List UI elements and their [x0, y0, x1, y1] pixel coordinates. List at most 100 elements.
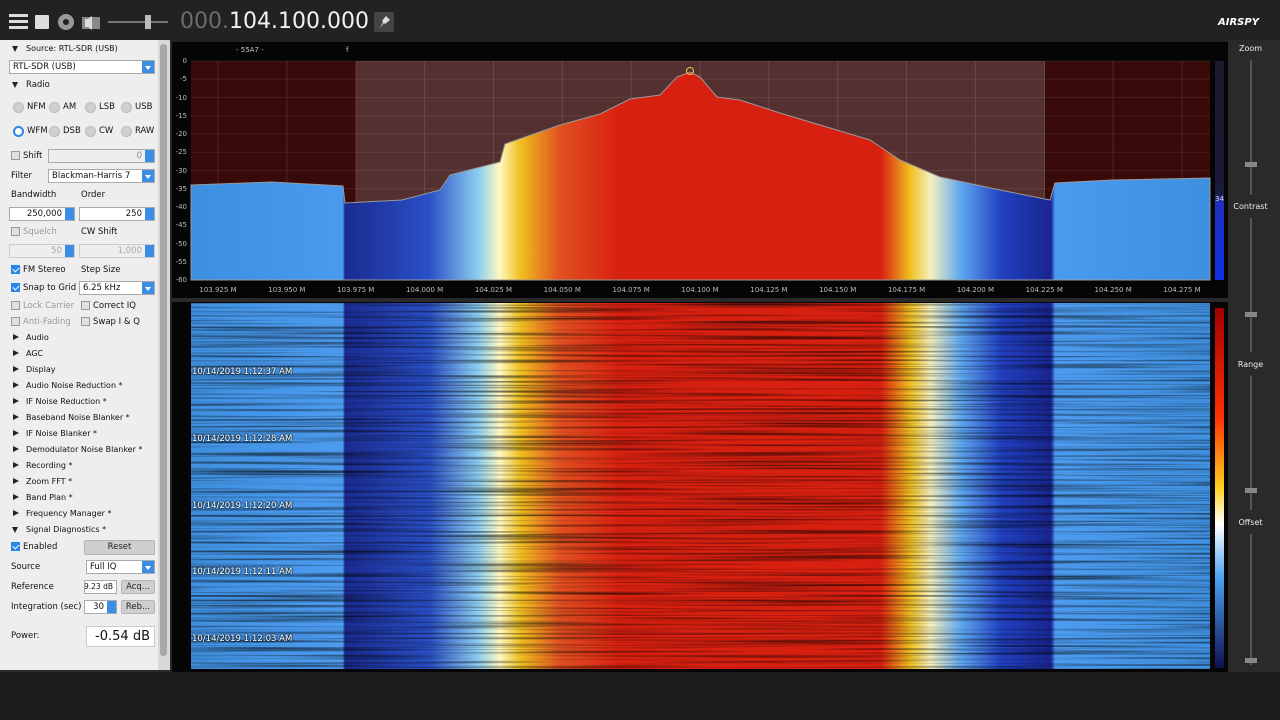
zoom-slider[interactable] — [1245, 60, 1257, 195]
squelch-label: Squelch — [23, 227, 57, 237]
reference-label: Reference — [11, 582, 54, 592]
snap-checkbox[interactable] — [11, 283, 20, 292]
squelch-input[interactable]: 50 — [9, 244, 75, 258]
cw-shift-input[interactable]: 1,000 — [79, 244, 155, 258]
expand-arrow[interactable] — [13, 462, 19, 468]
section-header: AGC — [26, 349, 44, 358]
settings-button[interactable] — [58, 14, 74, 30]
sidebar-scrollbar[interactable] — [158, 40, 170, 670]
mute-button[interactable] — [82, 16, 100, 30]
expand-arrow[interactable] — [13, 430, 19, 436]
shift-checkbox[interactable] — [11, 151, 20, 160]
mode-radio[interactable] — [121, 102, 132, 113]
diag-source-select[interactable]: Full IQ — [86, 560, 155, 574]
dropdown-arrow[interactable] — [142, 561, 154, 573]
bandwidth-input[interactable]: 250,000 — [9, 207, 75, 221]
expand-arrow[interactable] — [13, 350, 19, 356]
squelch-checkbox[interactable] — [11, 227, 20, 236]
stop-button[interactable] — [35, 15, 49, 29]
contrast-slider[interactable] — [1245, 218, 1257, 352]
expand-arrow[interactable] — [13, 334, 19, 340]
bandwidth-label: Bandwidth — [11, 190, 57, 200]
expand-arrow[interactable] — [13, 382, 19, 388]
enabled-checkbox[interactable] — [11, 542, 20, 551]
anti-fading-label: Anti-Fading — [23, 317, 71, 327]
source-label: Source — [11, 562, 41, 572]
mode-label: WFM — [27, 126, 48, 136]
section-header: Zoom FFT * — [26, 477, 73, 486]
section-header: Band Plan * — [26, 493, 73, 502]
spinner[interactable] — [145, 245, 154, 257]
volume-slider[interactable] — [108, 15, 168, 29]
collapse-arrow[interactable] — [12, 527, 18, 533]
mode-radio[interactable] — [121, 126, 132, 137]
mode-radio[interactable] — [13, 102, 24, 113]
panel-label: Range — [1237, 360, 1264, 369]
spinner[interactable] — [145, 150, 154, 162]
spinner[interactable] — [107, 601, 116, 613]
integration-input[interactable]: 30 — [84, 600, 117, 614]
expand-arrow[interactable] — [13, 414, 19, 420]
section-header: Recording * — [26, 461, 73, 470]
acquire-button[interactable]: Acq... — [121, 580, 155, 594]
expand-arrow[interactable] — [13, 478, 19, 484]
power-display[interactable]: -0.54 dB — [86, 626, 155, 647]
order-label: Order — [81, 190, 106, 200]
offset-slider[interactable] — [1245, 534, 1257, 665]
expand-arrow[interactable] — [13, 510, 19, 516]
dropdown-arrow[interactable] — [142, 282, 154, 294]
order-input[interactable]: 250 — [79, 207, 155, 221]
section-header: Display — [26, 365, 56, 374]
mode-radio[interactable] — [49, 126, 60, 137]
freq-tick-label: 104.025 M — [474, 286, 513, 294]
panel-label: Contrast — [1233, 202, 1268, 211]
fm-stereo-checkbox[interactable] — [11, 265, 20, 274]
mode-label: USB — [135, 102, 153, 112]
freq-tick-label: 104.175 M — [887, 286, 926, 294]
step-select[interactable]: 6.25 kHz — [79, 281, 155, 295]
freq-tick-label: 104.100 M — [681, 286, 719, 294]
menu-button[interactable] — [9, 14, 28, 29]
source-select[interactable]: RTL-SDR (USB) — [9, 60, 155, 74]
freq-tick-label: 104.125 M — [750, 286, 788, 294]
collapse-arrow[interactable] — [12, 46, 18, 52]
anti-fading-checkbox[interactable] — [11, 317, 20, 326]
section-header: Frequency Manager * — [26, 509, 112, 518]
mode-radio[interactable] — [13, 126, 24, 137]
spectrum-fill — [190, 71, 1211, 281]
lock-carrier-checkbox[interactable] — [11, 301, 20, 310]
section-header: Demodulator Noise Blanker * — [26, 445, 143, 454]
diag-source-select-text: Full IQ — [90, 562, 117, 572]
range-slider[interactable] — [1245, 376, 1257, 510]
rebase-button[interactable]: Reb... — [121, 600, 155, 614]
pin-button[interactable] — [374, 12, 394, 32]
expand-arrow[interactable] — [13, 366, 19, 372]
reference-input[interactable]: -9.23 dB — [84, 580, 117, 594]
collapse-arrow[interactable] — [12, 82, 18, 88]
filter-select-text: Blackman-Harris 7 — [52, 171, 131, 181]
freq-tick-label: 103.975 M — [337, 286, 375, 294]
freq-tick-label: 104.225 M — [1025, 286, 1063, 294]
shift-input[interactable]: 0 — [48, 149, 155, 163]
separator — [172, 298, 1228, 302]
expand-arrow[interactable] — [13, 398, 19, 404]
waterfall-grain — [191, 303, 343, 669]
mode-radio[interactable] — [85, 102, 96, 113]
dropdown-arrow[interactable] — [142, 170, 154, 182]
filter-select[interactable]: Blackman-Harris 7 — [48, 169, 155, 183]
reset-button[interactable]: Reset — [84, 540, 155, 555]
frequency-display[interactable]: 000.104.100.000 — [180, 9, 369, 35]
swap-iq-checkbox[interactable] — [81, 317, 90, 326]
scroll-thumb[interactable] — [160, 44, 167, 656]
section-header: IF Noise Blanker * — [26, 429, 98, 438]
correct-iq-checkbox[interactable] — [81, 301, 90, 310]
mode-radio[interactable] — [49, 102, 60, 113]
expand-arrow[interactable] — [13, 446, 19, 452]
dropdown-arrow[interactable] — [142, 61, 154, 73]
spinner[interactable] — [145, 208, 154, 220]
mode-label: CW — [99, 126, 114, 136]
mode-radio[interactable] — [85, 126, 96, 137]
expand-arrow[interactable] — [13, 494, 19, 500]
spinner[interactable] — [65, 245, 74, 257]
spinner[interactable] — [65, 208, 74, 220]
